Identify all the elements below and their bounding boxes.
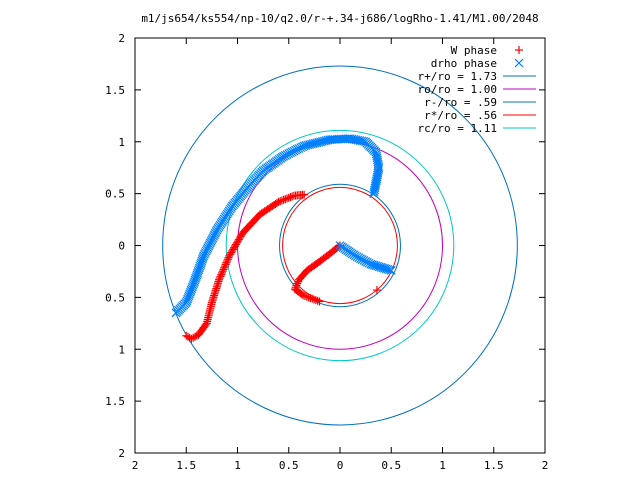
data-point (371, 261, 381, 271)
data-point (376, 262, 386, 272)
data-point (371, 176, 381, 186)
data-point (372, 172, 382, 182)
circle-r-/ro = .59 (279, 183, 401, 308)
data-point (374, 165, 384, 174)
data-point (378, 263, 388, 273)
data-point (370, 181, 380, 191)
data-point (373, 170, 382, 180)
y-tick-label: 1.5 (105, 395, 125, 408)
x-tick-label: 2 (132, 459, 139, 472)
data-point (379, 263, 389, 273)
data-point (371, 178, 381, 187)
y-tick-label: 1 (118, 343, 125, 356)
y-tick-label: 1 (118, 136, 125, 149)
data-point (373, 168, 383, 178)
series-drho phase (171, 134, 396, 318)
data-point (374, 262, 384, 272)
data-point (369, 187, 379, 197)
data-point (374, 163, 384, 173)
data-point (357, 136, 367, 146)
legend-label: W phase (451, 44, 497, 57)
circle-rc/ro = 1.11 (225, 129, 455, 362)
x-tick-label: 1 (439, 459, 446, 472)
y-tick-label: 2 (118, 32, 125, 45)
data-point (369, 189, 379, 199)
legend-label: r+/ro = 1.73 (418, 70, 497, 83)
chart-title: m1/js654/ks554/np-10/q2.0/r-+.34-j686/lo… (141, 12, 538, 25)
legend-label: rc/ro = 1.11 (418, 122, 497, 135)
data-point (359, 136, 369, 146)
axis-ticks: 2 1.5 1 0.5 0 0.5 1 1.5 221.510.500.511.52 (105, 32, 548, 472)
legend-label: r*/ro = .56 (424, 109, 497, 122)
data-point (386, 265, 396, 275)
circle-r+/ro = 1.73 (162, 65, 518, 426)
legend-label: ro/ro = 1.00 (418, 83, 497, 96)
data-point (370, 183, 380, 193)
y-tick-label: 0 (118, 240, 125, 253)
data-point (369, 260, 379, 270)
y-tick-label: 0.5 (105, 291, 125, 304)
y-tick-label: 1.5 (105, 84, 125, 97)
data-point (381, 264, 391, 274)
data-point (385, 265, 394, 275)
data-point (373, 166, 383, 176)
x-tick-label: 1 (234, 459, 241, 472)
series-W phase (182, 190, 381, 343)
circle-r*/ro = .56 (282, 186, 398, 305)
legend-label: r-/ro = .59 (424, 96, 497, 109)
legend-label: drho phase (431, 57, 497, 70)
data-point (372, 174, 382, 184)
data-point (370, 185, 379, 195)
x-tick-label: 1.5 (484, 459, 504, 472)
plot-area (162, 65, 518, 426)
x-tick-label: 0 (337, 459, 344, 472)
data-point (368, 260, 377, 270)
x-tick-label: 0.5 (279, 459, 299, 472)
y-tick-label: 2 (118, 447, 125, 460)
data-point (323, 135, 333, 145)
data-point (373, 261, 383, 271)
x-tick-label: 1.5 (176, 459, 196, 472)
data-point (514, 58, 524, 68)
x-tick-label: 2 (542, 459, 549, 472)
data-point (371, 179, 381, 189)
y-tick-label: 0.5 (105, 188, 125, 201)
x-tick-label: 0.5 (381, 459, 401, 472)
data-point (366, 259, 376, 269)
data-point (383, 264, 393, 274)
